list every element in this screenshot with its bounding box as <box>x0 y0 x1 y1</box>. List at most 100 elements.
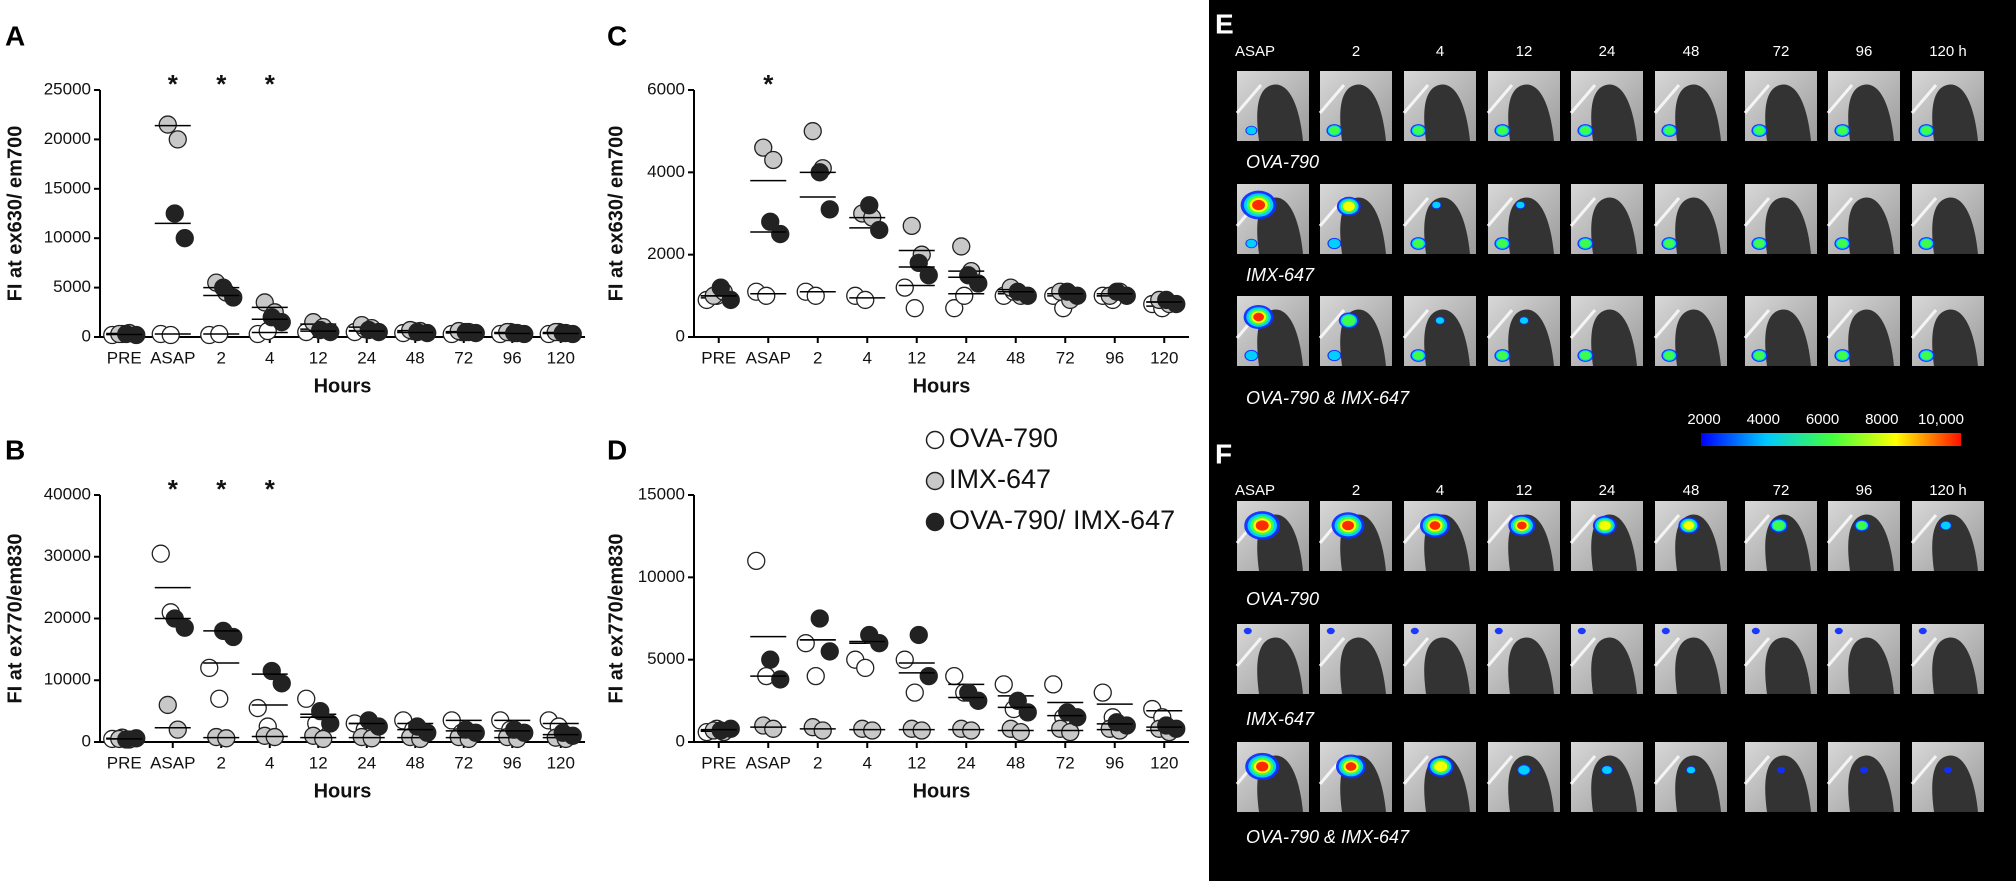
x-axis-label: Hours <box>314 780 372 802</box>
panel-label: C <box>607 20 627 51</box>
mouse-silhouette <box>1591 637 1637 694</box>
signal <box>1661 627 1670 635</box>
thumbnail <box>1402 501 1476 571</box>
signal <box>1497 126 1508 135</box>
thumbnail <box>1653 296 1727 366</box>
significance-mark: * <box>168 474 179 504</box>
signal <box>1577 627 1586 635</box>
thumbnail <box>1235 501 1309 571</box>
x-tick-label: 4 <box>265 753 274 772</box>
x-axis-label: Hours <box>913 375 971 397</box>
data-point <box>369 322 388 342</box>
thumbnail <box>1653 501 1727 571</box>
legend-marker <box>925 512 945 532</box>
column-label: 48 <box>1683 482 1700 499</box>
x-tick-label: 2 <box>217 348 226 367</box>
mouse-silhouette <box>1765 84 1811 141</box>
mouse-silhouette <box>1257 84 1303 141</box>
x-tick-label: PRE <box>701 753 736 772</box>
thumbnail <box>1486 184 1560 254</box>
y-tick-label: 5000 <box>647 649 685 668</box>
data-point <box>820 642 839 661</box>
signal <box>1243 627 1252 635</box>
x-tick-label: 96 <box>1105 753 1124 772</box>
mouse-silhouette <box>1848 755 1894 812</box>
signal <box>1342 520 1355 531</box>
y-tick-label: 15000 <box>44 178 91 197</box>
thumbnail <box>1402 71 1476 141</box>
cage-edge <box>1826 84 1854 114</box>
y-tick-label: 0 <box>676 326 685 345</box>
cage-edge <box>1743 514 1771 544</box>
cage-edge <box>1402 309 1430 339</box>
panel-label: B <box>5 434 25 465</box>
thumbnail <box>1743 742 1817 812</box>
significance-mark: * <box>168 69 179 99</box>
cage-edge <box>1486 755 1514 785</box>
mouse-silhouette <box>1848 197 1894 254</box>
signal <box>1580 351 1591 360</box>
column-label: 48 <box>1683 43 1700 60</box>
data-point <box>1167 294 1186 314</box>
x-tick-label: 2 <box>217 753 226 772</box>
data-point <box>994 675 1013 694</box>
cage-edge <box>1826 197 1854 227</box>
thumbnail <box>1910 184 1984 254</box>
data-point <box>803 122 822 141</box>
cage-edge <box>1486 514 1514 544</box>
x-tick-label: 12 <box>907 348 926 367</box>
x-tick-label: 12 <box>907 753 926 772</box>
signal <box>1342 201 1355 212</box>
data-point <box>1068 708 1087 727</box>
data-point <box>1117 286 1136 305</box>
thumbnail <box>1235 296 1309 366</box>
signal <box>1516 521 1527 530</box>
thumbnail <box>1743 296 1817 366</box>
data-point <box>563 726 582 745</box>
data-point <box>820 200 839 219</box>
data-point <box>856 290 875 310</box>
mouse-silhouette <box>1424 84 1470 141</box>
column-label: 12 <box>1516 43 1533 60</box>
signal <box>1772 520 1785 531</box>
thumbnail <box>1402 296 1476 366</box>
mouse-silhouette <box>1848 84 1894 141</box>
thumbnail <box>1910 624 1984 694</box>
signal <box>1497 351 1508 360</box>
thumbnail <box>1318 624 1392 694</box>
cage-edge <box>1486 309 1514 339</box>
data-point <box>165 204 184 223</box>
cage-edge <box>1826 514 1854 544</box>
thumbnail <box>1826 742 1900 812</box>
signal <box>1342 315 1356 326</box>
thumbnail <box>1910 296 1984 366</box>
cage-edge <box>1486 197 1514 227</box>
mouse-silhouette <box>1340 637 1386 694</box>
thumbnail <box>1486 296 1560 366</box>
y-tick-label: 2000 <box>647 244 685 263</box>
signal <box>1429 521 1441 530</box>
cage-edge <box>1653 84 1681 114</box>
signal <box>1434 761 1448 772</box>
signal <box>1940 521 1951 530</box>
thumbnail <box>1569 71 1643 141</box>
cage-edge <box>1569 309 1597 339</box>
cage-edge <box>1402 197 1430 227</box>
data-point <box>1117 716 1136 735</box>
mouse-silhouette <box>1591 84 1637 141</box>
cage-edge <box>1402 84 1430 114</box>
signal <box>1754 351 1765 360</box>
colorbar <box>1701 433 1961 446</box>
legend-marker <box>925 471 945 491</box>
x-tick-label: ASAP <box>150 348 195 367</box>
cage-edge <box>1569 197 1597 227</box>
mouse-silhouette <box>1675 84 1721 141</box>
data-point <box>311 701 330 721</box>
thumbnail <box>1910 501 1984 571</box>
mouse-silhouette <box>1675 309 1721 366</box>
colorbar-label: 6000 <box>1806 411 1839 428</box>
cage-edge <box>1910 309 1938 339</box>
signal <box>1246 126 1257 135</box>
thumbnail <box>1653 742 1727 812</box>
